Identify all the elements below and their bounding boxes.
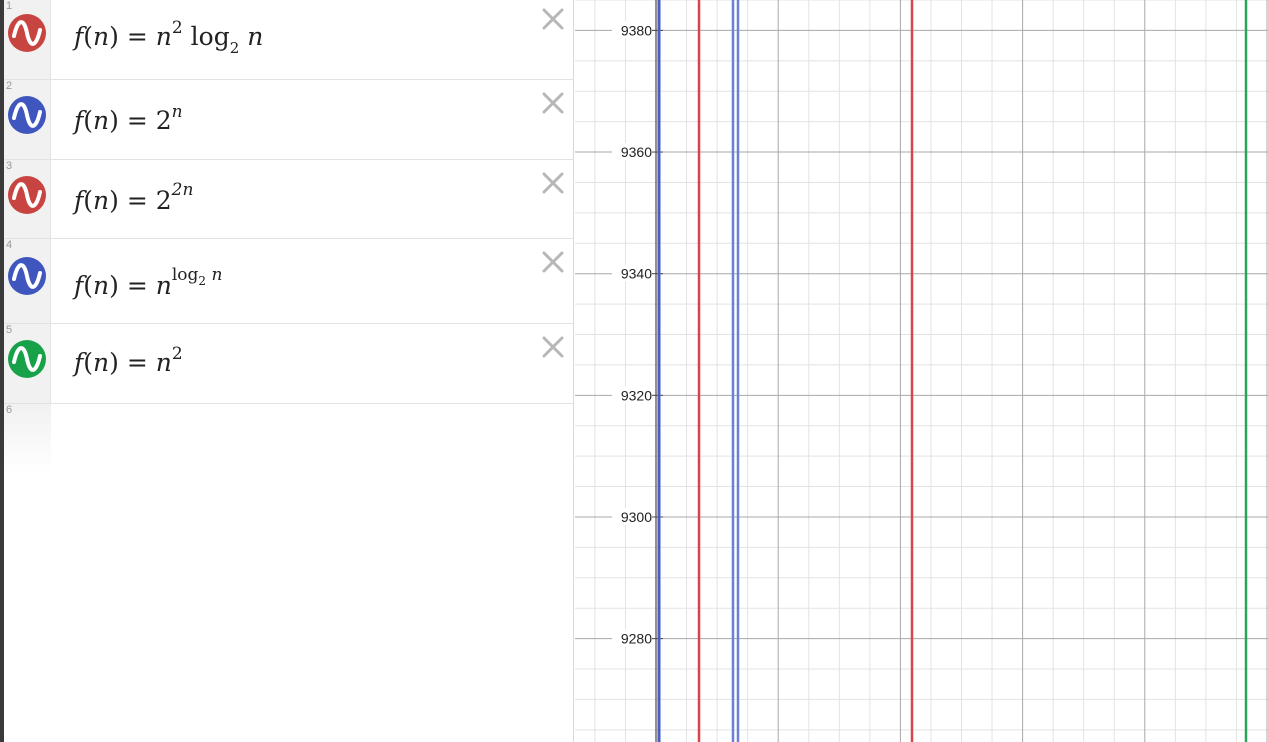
close-icon [542, 92, 564, 114]
y-tick-label: 9360 [621, 144, 652, 160]
wave-icon[interactable] [8, 257, 46, 295]
major-grid [575, 0, 1268, 742]
row-index: 1 [6, 0, 13, 12]
formula[interactable]: f(n) = n2 log2 n [74, 18, 264, 57]
y-tick-labels: 9380 9360 9340 9320 9300 9280 [612, 21, 663, 647]
wave-icon[interactable] [8, 340, 46, 378]
delete-expression-button[interactable] [540, 6, 566, 32]
formula[interactable]: f(n) = n2 [74, 344, 183, 377]
y-tick-label: 9280 [621, 631, 652, 647]
graph-svg[interactable]: 9380 9360 9340 9320 9300 9280 [575, 0, 1268, 742]
wave-icon[interactable] [8, 96, 46, 134]
delete-expression-button[interactable] [540, 249, 566, 275]
tick-label-bg [612, 143, 652, 161]
row-index: 4 [6, 239, 13, 251]
close-icon [542, 336, 564, 358]
tick-label-bg [612, 507, 652, 525]
delete-expression-button[interactable] [540, 90, 566, 116]
expression-row[interactable]: 4 f(n) = nlog2 n [4, 239, 574, 324]
empty-row-gutter[interactable]: 6 [4, 404, 51, 474]
formula[interactable]: f(n) = nlog2 n [74, 265, 223, 300]
curves [657, 0, 1248, 742]
row-index: 3 [6, 160, 13, 172]
row-index: 6 [6, 404, 13, 416]
close-icon [542, 172, 564, 194]
minor-grid [575, 0, 1268, 742]
delete-expression-button[interactable] [540, 334, 566, 360]
y-tick-label: 9380 [621, 22, 652, 38]
wave-icon[interactable] [8, 176, 46, 214]
formula[interactable]: f(n) = 2n [74, 102, 183, 135]
formula[interactable]: f(n) = 22n [74, 180, 194, 215]
y-tick-label: 9300 [621, 509, 652, 525]
row-index: 2 [6, 80, 13, 92]
window-edge [0, 0, 4, 742]
tick-label-bg [612, 386, 652, 404]
expression-row[interactable]: 5 f(n) = n2 [4, 324, 574, 404]
expression-list: 1 f(n) = n2 log2 n 2 f(n) = 2n [4, 0, 574, 742]
row-index: 5 [6, 324, 13, 336]
expression-row[interactable]: 1 f(n) = n2 log2 n [4, 0, 574, 80]
tick-label-bg [612, 629, 652, 647]
expression-row[interactable]: 3 f(n) = 22n [4, 160, 574, 239]
tick-label-bg [612, 21, 652, 39]
graph-canvas[interactable]: 9380 9360 9340 9320 9300 9280 [575, 0, 1268, 742]
delete-expression-button[interactable] [540, 170, 566, 196]
close-icon [542, 251, 564, 273]
tick-label-bg [612, 264, 652, 282]
close-icon [542, 8, 564, 30]
expression-row[interactable]: 2 f(n) = 2n [4, 80, 574, 160]
y-tick-label: 9320 [621, 387, 652, 403]
y-tick-label: 9340 [621, 266, 652, 282]
wave-icon[interactable] [8, 14, 46, 52]
